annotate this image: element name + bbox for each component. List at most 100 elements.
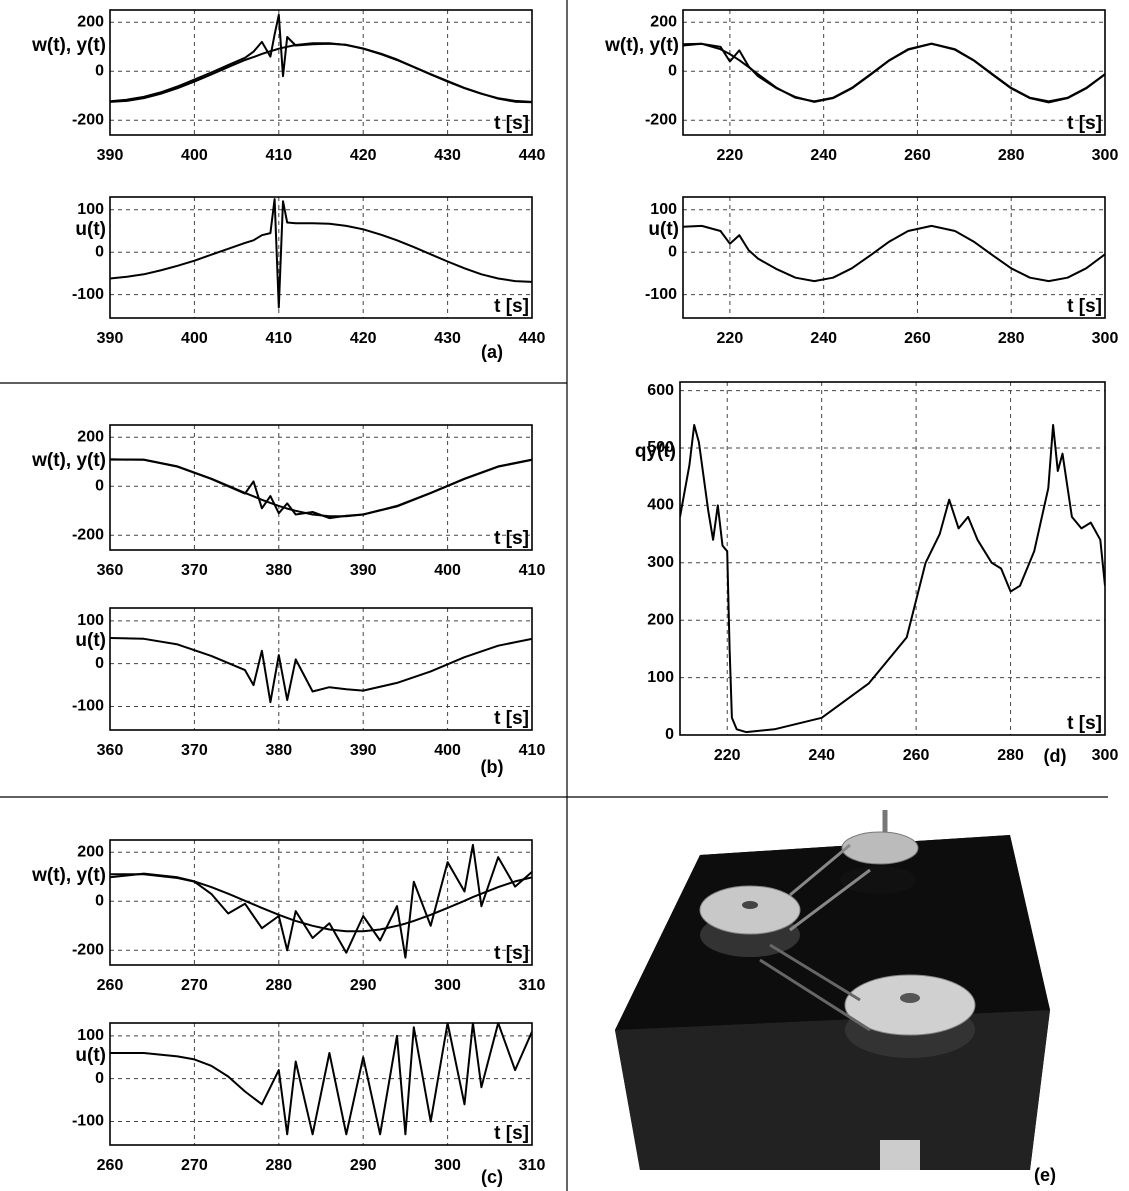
x-tick-label: 360 bbox=[97, 562, 124, 579]
y-tick-label: 100 bbox=[77, 1027, 104, 1044]
y-tick-label: 0 bbox=[95, 1070, 104, 1087]
data-line bbox=[110, 872, 532, 933]
plot-frame bbox=[109, 9, 533, 136]
panel-label: (a) bbox=[481, 342, 503, 362]
x-axis-label: t [s] bbox=[1067, 296, 1102, 317]
panel-label: (c) bbox=[481, 1167, 503, 1187]
y-tick-label: 0 bbox=[95, 243, 104, 260]
y-tick-label: 100 bbox=[650, 201, 677, 218]
y-tick-label: -200 bbox=[72, 527, 104, 544]
data-line bbox=[110, 198, 532, 309]
x-tick-label: 260 bbox=[904, 330, 931, 347]
x-tick-label: 310 bbox=[519, 1157, 546, 1174]
y-axis-label: u(t) bbox=[75, 1045, 106, 1066]
panel-label: (d) bbox=[1044, 746, 1067, 766]
panel-label: (e) bbox=[1034, 1165, 1056, 1185]
y-tick-label: 0 bbox=[95, 477, 104, 494]
x-tick-label: 300 bbox=[434, 977, 461, 994]
x-tick-label: 440 bbox=[519, 147, 546, 164]
y-tick-label: -100 bbox=[645, 286, 677, 303]
data-line bbox=[680, 424, 1105, 734]
x-tick-label: 400 bbox=[181, 147, 208, 164]
x-tick-label: 280 bbox=[265, 1157, 292, 1174]
x-tick-label: 370 bbox=[181, 742, 208, 759]
data-line bbox=[683, 42, 1105, 103]
x-axis-label: t [s] bbox=[494, 528, 529, 549]
x-tick-label: 440 bbox=[519, 330, 546, 347]
x-tick-label: 300 bbox=[1092, 147, 1119, 164]
x-tick-label: 410 bbox=[265, 330, 292, 347]
x-tick-label: 390 bbox=[350, 742, 377, 759]
y-tick-label: 200 bbox=[77, 843, 104, 860]
x-tick-label: 280 bbox=[998, 330, 1025, 347]
y-axis-label: w(t), y(t) bbox=[604, 35, 679, 56]
y-tick-label: 0 bbox=[95, 62, 104, 79]
x-axis-label: t [s] bbox=[494, 296, 529, 317]
x-tick-label: 300 bbox=[1092, 747, 1119, 764]
x-axis-label: t [s] bbox=[494, 113, 529, 134]
chart: -200 0 200 220 240 260 280 300 w(t), y(t) t [s] bbox=[604, 9, 1119, 164]
chart: -100 0 100 360 370 380 390 400 410 u(t) t [s] (b) bbox=[72, 607, 545, 777]
y-tick-label: 0 bbox=[668, 243, 677, 260]
x-tick-label: 380 bbox=[265, 742, 292, 759]
x-tick-label: 260 bbox=[903, 747, 930, 764]
x-tick-label: 360 bbox=[97, 742, 124, 759]
y-axis-label: w(t), y(t) bbox=[31, 865, 106, 886]
x-tick-label: 390 bbox=[97, 330, 124, 347]
y-tick-label: -200 bbox=[72, 942, 104, 959]
y-tick-label: 200 bbox=[650, 13, 677, 30]
plot-frame bbox=[682, 196, 1106, 319]
data-line bbox=[110, 42, 532, 103]
y-tick-label: 200 bbox=[77, 428, 104, 445]
x-tick-label: 280 bbox=[997, 747, 1024, 764]
y-axis-label: u(t) bbox=[648, 219, 679, 240]
chart: 0 100 200 300 400 500 600 220 240 260 280 300 qy(t) t… bbox=[635, 381, 1119, 766]
x-tick-label: 430 bbox=[434, 330, 461, 347]
data-line bbox=[110, 458, 532, 520]
y-tick-label: -200 bbox=[645, 112, 677, 129]
x-tick-label: 310 bbox=[519, 977, 546, 994]
plot-frame bbox=[109, 839, 533, 966]
y-axis-label: w(t), y(t) bbox=[31, 450, 106, 471]
x-tick-label: 380 bbox=[265, 562, 292, 579]
y-tick-label: -100 bbox=[72, 286, 104, 303]
x-tick-label: 420 bbox=[350, 330, 377, 347]
y-axis-label: w(t), y(t) bbox=[31, 35, 106, 56]
x-tick-label: 410 bbox=[519, 562, 546, 579]
x-axis-label: t [s] bbox=[494, 1123, 529, 1144]
x-tick-label: 400 bbox=[434, 742, 461, 759]
x-tick-label: 400 bbox=[434, 562, 461, 579]
x-tick-label: 390 bbox=[350, 562, 377, 579]
x-tick-label: 370 bbox=[181, 562, 208, 579]
y-axis-label: u(t) bbox=[75, 219, 106, 240]
y-tick-label: 300 bbox=[647, 554, 674, 571]
x-axis-label: t [s] bbox=[1067, 713, 1102, 734]
x-tick-label: 290 bbox=[350, 977, 377, 994]
plot-frame bbox=[109, 1022, 533, 1146]
x-tick-label: 400 bbox=[181, 330, 208, 347]
y-axis-label: qy(t) bbox=[635, 441, 676, 462]
x-tick-label: 300 bbox=[434, 1157, 461, 1174]
x-tick-label: 260 bbox=[97, 977, 124, 994]
x-tick-label: 280 bbox=[265, 977, 292, 994]
x-tick-label: 270 bbox=[181, 977, 208, 994]
x-tick-label: 220 bbox=[717, 330, 744, 347]
y-tick-label: 500 bbox=[647, 439, 674, 456]
y-tick-label: 100 bbox=[77, 201, 104, 218]
y-tick-label: 400 bbox=[647, 497, 674, 514]
plot-frame bbox=[109, 424, 533, 551]
data-line bbox=[683, 42, 1105, 104]
x-tick-label: 270 bbox=[181, 1157, 208, 1174]
x-axis-label: t [s] bbox=[1067, 113, 1102, 134]
y-tick-label: -100 bbox=[72, 1113, 104, 1130]
x-tick-label: 260 bbox=[904, 147, 931, 164]
chart: -100 0 100 260 270 280 290 300 310 u(t) t [s] (c) bbox=[72, 1022, 546, 1187]
y-axis-label: u(t) bbox=[75, 630, 106, 651]
data-line bbox=[110, 637, 532, 704]
y-tick-label: 200 bbox=[647, 611, 674, 628]
y-tick-label: 100 bbox=[77, 612, 104, 629]
y-tick-label: 600 bbox=[647, 382, 674, 399]
chart: -100 0 100 390 400 410 420 430 440 u(t) t [s] (a) bbox=[72, 196, 546, 362]
y-tick-label: -200 bbox=[72, 112, 104, 129]
